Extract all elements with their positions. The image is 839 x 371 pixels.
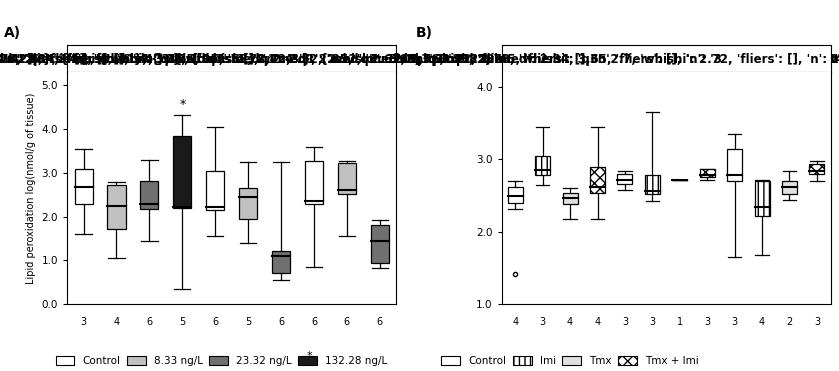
Text: 5: 5: [180, 317, 185, 327]
Bar: [75, 168, 92, 204]
Text: 3: 3: [704, 317, 711, 327]
Bar: [535, 156, 550, 175]
Text: {'label': 'No UV', 'boxes': [{'whislo': 1.6, 'q1': 2.3, 'med': 2.68, 'q3': 3.1, : {'label': 'No UV', 'boxes': [{'whislo': …: [0, 53, 839, 66]
Text: 3: 3: [814, 317, 820, 327]
Bar: [305, 161, 323, 204]
Text: 6: 6: [311, 317, 317, 327]
Bar: [782, 181, 797, 194]
Legend: Control, Imi, Tmx, Tmx + Imi: Control, Imi, Tmx, Tmx + Imi: [441, 355, 699, 366]
Bar: [338, 163, 356, 194]
Bar: [107, 185, 126, 229]
Text: B): B): [415, 26, 432, 40]
Legend: Control, 8.33 ng/L, 23.32 ng/L, 132.28 ng/L: Control, 8.33 ng/L, 23.32 ng/L, 132.28 n…: [55, 355, 388, 366]
Text: 3: 3: [81, 317, 86, 327]
Text: {'label': 'UV-A', 'boxes': [{'whislo': 1.55, 'q1': 2.15, 'med': 2.22, 'q3': 3.05: {'label': 'UV-A', 'boxes': [{'whislo': 1…: [0, 53, 839, 66]
Text: *: *: [180, 98, 185, 111]
Text: 6: 6: [344, 317, 350, 327]
Bar: [239, 188, 258, 219]
Bar: [618, 174, 633, 184]
Text: 4: 4: [759, 317, 765, 327]
Bar: [700, 170, 715, 177]
Bar: [810, 164, 825, 174]
Text: 2: 2: [786, 317, 793, 327]
Bar: [562, 193, 577, 204]
Text: 4: 4: [512, 317, 519, 327]
Text: 3: 3: [622, 317, 628, 327]
Bar: [508, 187, 523, 203]
Text: 6: 6: [377, 317, 383, 327]
Bar: [645, 175, 660, 194]
Text: 6: 6: [278, 317, 284, 327]
Text: {'label': 'UV-AB', 'boxes': [{'whislo': 1.65, 'q1': 2.7, 'med': 2.78, 'q3': 3.14: {'label': 'UV-AB', 'boxes': [{'whislo': …: [0, 53, 839, 66]
Text: {'label': 'No UV', 'boxes': [{'whislo': 2.32, 'q1': 2.4, 'med': 2.5, 'q3': 2.62,: {'label': 'No UV', 'boxes': [{'whislo': …: [0, 53, 839, 66]
Text: 4: 4: [567, 317, 573, 327]
Text: 4: 4: [113, 317, 119, 327]
Bar: [206, 171, 224, 210]
Bar: [173, 136, 191, 208]
Bar: [371, 224, 388, 263]
Bar: [727, 149, 743, 181]
Text: 4: 4: [595, 317, 601, 327]
Text: 5: 5: [245, 317, 251, 327]
Text: 1: 1: [677, 317, 683, 327]
Text: {'label': 'UV-AB', 'boxes': [{'whislo': 0.85, 'q1': 2.28, 'med': 2.35, 'q3': 3.2: {'label': 'UV-AB', 'boxes': [{'whislo': …: [0, 53, 839, 66]
Bar: [590, 167, 605, 193]
Text: {'label': 'UV-A', 'boxes': [{'whislo': 2.58, 'q1': 2.66, 'med': 2.72, 'q3': 2.8,: {'label': 'UV-A', 'boxes': [{'whislo': 2…: [0, 53, 839, 66]
Text: 3: 3: [539, 317, 545, 327]
Bar: [140, 181, 159, 209]
Bar: [272, 251, 290, 273]
Text: 6: 6: [212, 317, 218, 327]
Bar: [754, 181, 769, 216]
Y-axis label: Lipid peroxidation log(nmol/g of tissue): Lipid peroxidation log(nmol/g of tissue): [26, 93, 36, 284]
Text: 3: 3: [732, 317, 737, 327]
Text: 3: 3: [649, 317, 655, 327]
Text: 6: 6: [146, 317, 153, 327]
Text: *: *: [306, 351, 312, 361]
Text: A): A): [4, 26, 21, 40]
